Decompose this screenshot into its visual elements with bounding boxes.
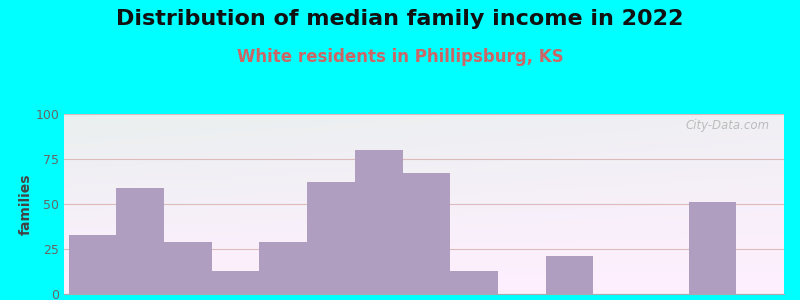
Bar [117, 188, 164, 294]
Bar [69, 235, 117, 294]
Bar [689, 202, 736, 294]
Bar [402, 173, 450, 294]
Bar [164, 242, 212, 294]
Bar [212, 271, 259, 294]
Bar [450, 271, 498, 294]
Bar [402, 173, 450, 294]
Text: City-Data.com: City-Data.com [686, 119, 770, 132]
Text: Distribution of median family income in 2022: Distribution of median family income in … [116, 9, 684, 29]
Bar [355, 150, 402, 294]
Bar [259, 242, 307, 294]
Bar [69, 235, 117, 294]
Bar [689, 202, 736, 294]
Bar [546, 256, 594, 294]
Bar [212, 271, 259, 294]
Bar [450, 271, 498, 294]
Bar [546, 256, 594, 294]
Bar [117, 188, 164, 294]
Text: White residents in Phillipsburg, KS: White residents in Phillipsburg, KS [237, 48, 563, 66]
Y-axis label: families: families [18, 173, 33, 235]
Bar [307, 182, 355, 294]
Bar [164, 242, 212, 294]
Bar [307, 182, 355, 294]
Bar [355, 150, 402, 294]
Bar [259, 242, 307, 294]
